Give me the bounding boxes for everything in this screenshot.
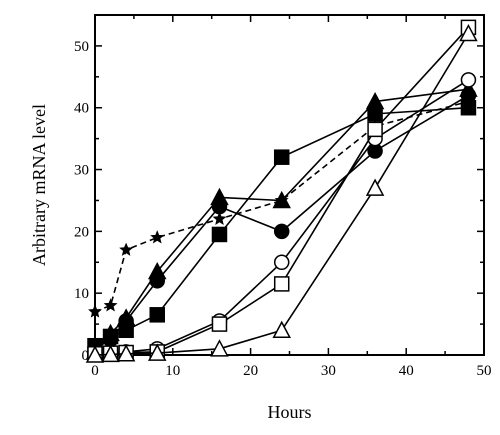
data-point bbox=[210, 339, 229, 357]
series-open-square bbox=[87, 19, 477, 362]
series-filled-triangle bbox=[85, 79, 478, 360]
data-point bbox=[272, 190, 291, 209]
data-point bbox=[272, 320, 291, 339]
x-tick-label: 20 bbox=[243, 363, 258, 379]
data-point bbox=[147, 343, 167, 361]
series-filled-circle bbox=[87, 87, 477, 357]
data-point bbox=[367, 121, 383, 138]
data-point bbox=[103, 298, 118, 312]
data-point bbox=[150, 230, 165, 244]
y-tick-label: 0 bbox=[82, 348, 90, 364]
data-point bbox=[459, 23, 478, 42]
y-tick-label: 40 bbox=[74, 101, 89, 117]
y-tick-label: 50 bbox=[74, 39, 89, 55]
x-tick-label: 50 bbox=[477, 363, 492, 379]
data-point bbox=[273, 149, 290, 165]
data-point bbox=[119, 242, 134, 256]
x-tick-label: 10 bbox=[165, 363, 180, 379]
data-point bbox=[365, 91, 385, 110]
data-point bbox=[85, 345, 105, 363]
series-open-circle bbox=[87, 72, 477, 361]
series-line bbox=[94, 26, 469, 355]
data-point bbox=[149, 307, 165, 323]
series-layer bbox=[85, 19, 478, 363]
data-point bbox=[212, 211, 227, 225]
data-point bbox=[116, 344, 136, 362]
x-axis-label: Hours bbox=[268, 402, 312, 422]
y-axis-label: Arbitrary mRNA level bbox=[29, 104, 49, 266]
data-point bbox=[460, 72, 477, 88]
series-line bbox=[94, 100, 469, 313]
y-tick-label: 20 bbox=[74, 224, 89, 240]
data-point bbox=[273, 276, 290, 292]
data-point bbox=[273, 254, 290, 271]
plot-frame bbox=[94, 14, 485, 356]
data-point bbox=[88, 304, 102, 318]
data-point bbox=[116, 308, 136, 326]
data-point bbox=[101, 344, 120, 363]
series-open-triangle bbox=[85, 23, 478, 363]
data-point bbox=[210, 187, 229, 206]
data-point bbox=[273, 223, 290, 240]
data-point bbox=[211, 226, 228, 243]
data-point bbox=[101, 323, 120, 342]
data-point bbox=[365, 178, 385, 196]
data-point bbox=[211, 316, 228, 332]
data-point bbox=[459, 79, 478, 97]
x-tick-label: 0 bbox=[91, 363, 99, 379]
data-point bbox=[147, 261, 167, 280]
x-tick-label: 30 bbox=[321, 363, 336, 379]
x-tick-label: 40 bbox=[399, 363, 414, 379]
y-tick-label: 10 bbox=[74, 286, 89, 302]
y-tick-label: 30 bbox=[74, 163, 89, 179]
